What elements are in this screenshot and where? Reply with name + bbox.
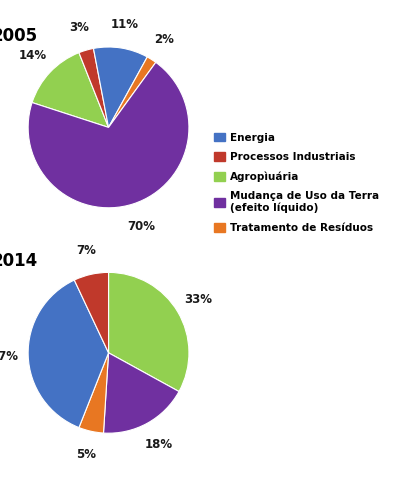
Text: 14%: 14% [18, 49, 46, 62]
Wedge shape [108, 272, 188, 392]
Text: 18%: 18% [144, 438, 172, 451]
Wedge shape [93, 47, 147, 127]
Wedge shape [108, 57, 156, 127]
Text: 2014: 2014 [0, 252, 38, 270]
Wedge shape [79, 49, 108, 127]
Text: 2005: 2005 [0, 27, 38, 45]
Wedge shape [32, 52, 108, 127]
Text: 5%: 5% [75, 448, 95, 461]
Text: 11%: 11% [111, 18, 138, 31]
Wedge shape [74, 272, 108, 353]
Wedge shape [79, 353, 108, 433]
Text: 3%: 3% [69, 21, 89, 33]
Text: 70%: 70% [127, 220, 154, 233]
Text: 7%: 7% [76, 245, 95, 257]
Wedge shape [28, 62, 188, 208]
Legend: Energia, Processos Industriais, Agropìuária, Mudança de Uso da Terra
(efeito líq: Energia, Processos Industriais, Agropìuá… [214, 133, 378, 233]
Text: 37%: 37% [0, 349, 18, 363]
Wedge shape [103, 353, 178, 433]
Text: 2%: 2% [154, 33, 174, 46]
Text: 33%: 33% [184, 293, 212, 306]
Wedge shape [28, 280, 108, 428]
